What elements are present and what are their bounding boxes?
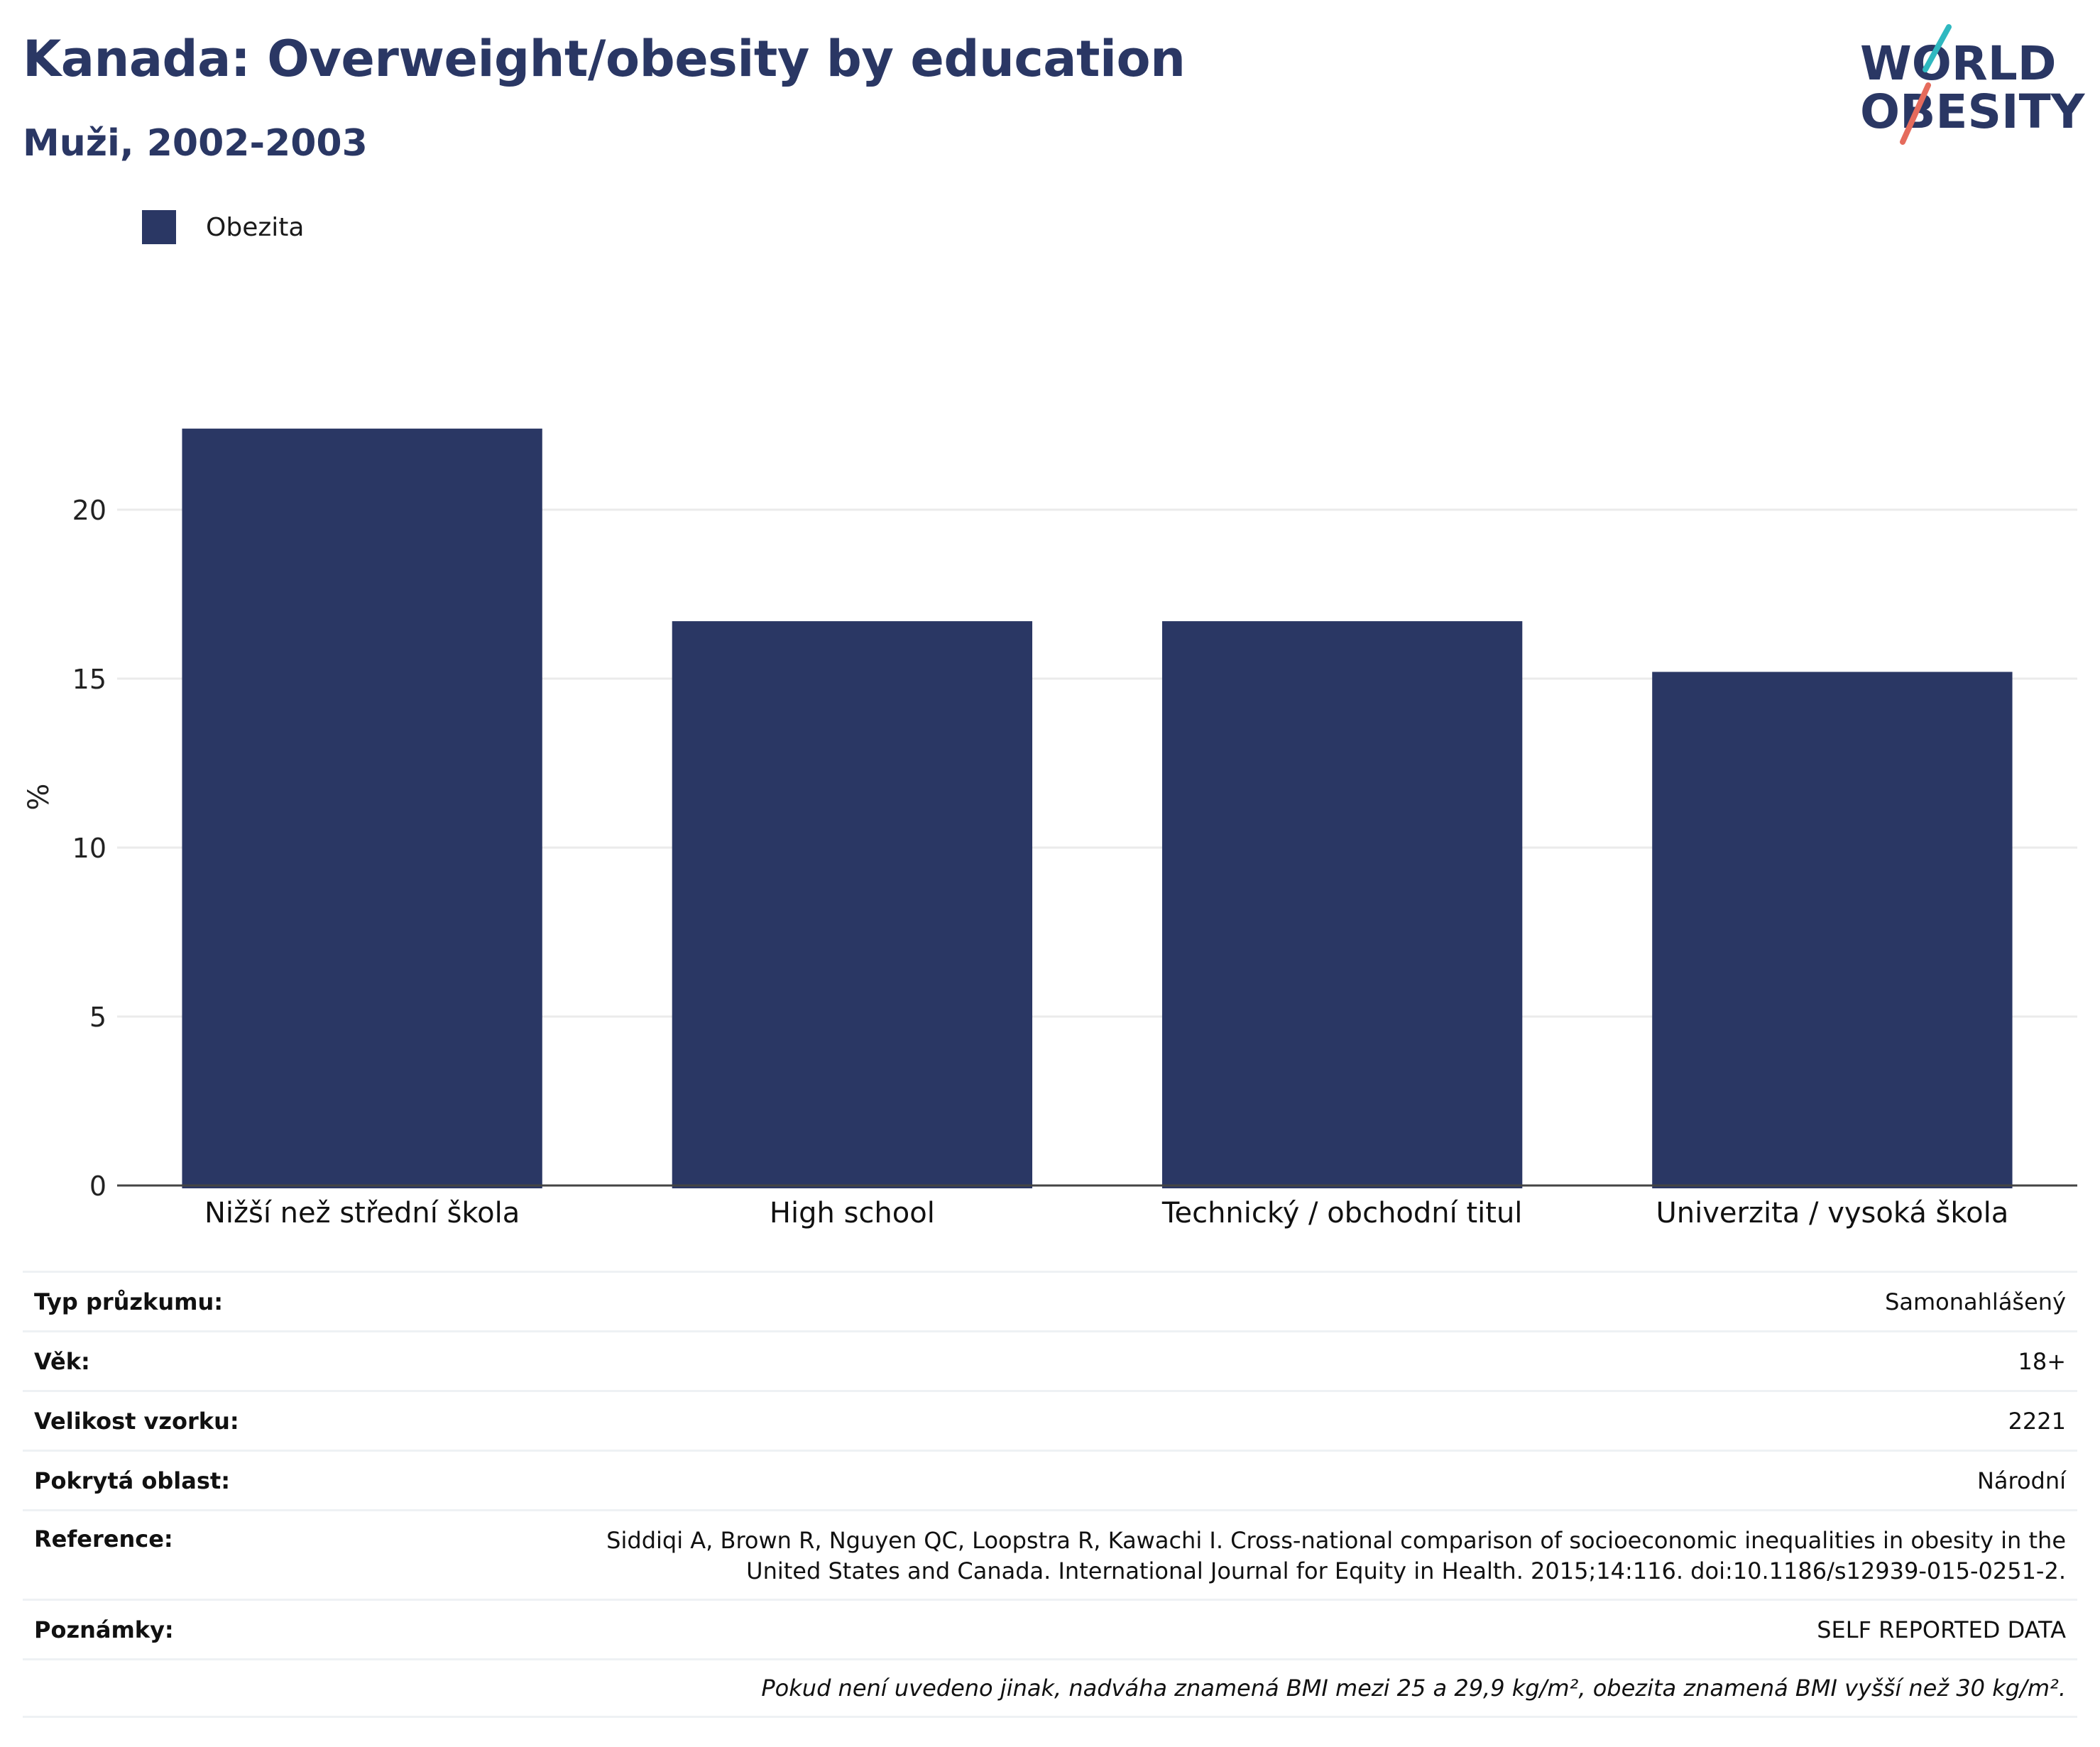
info-value: 2221 [2008, 1407, 2066, 1435]
bmi-footnote: Pokud není uvedeno jinak, nadváha znamen… [761, 1675, 2066, 1702]
world-obesity-logo: WORLD OBESITY [1860, 24, 2086, 145]
x-tick-label: Univerzita / vysoká škola [1656, 1197, 2009, 1230]
logo-slash-teal [1923, 24, 1952, 72]
logo-line-1: WORLD [1860, 36, 2057, 91]
info-value: Siddiqi A, Brown R, Nguyen QC, Loopstra … [606, 1527, 2066, 1584]
x-tick-label: High school [770, 1197, 935, 1230]
info-row-survey-type: Typ průzkumu: Samonahlášený [23, 1271, 2077, 1330]
info-label: Typ průzkumu: [34, 1288, 224, 1315]
chart-legend: Obezita [142, 210, 304, 244]
info-label: Věk: [34, 1347, 90, 1375]
page-subtitle: Muži, 2002-2003 [23, 122, 368, 165]
page-title: Kanada: Overweight/obesity by education [23, 30, 1186, 88]
y-tick-label: 0 [89, 1171, 106, 1202]
y-tick-label: 20 [72, 495, 106, 526]
info-row-sample-size: Velikost vzorku: 2221 [23, 1390, 2077, 1450]
info-value: SELF REPORTED DATA [1817, 1616, 2066, 1643]
info-row-age: Věk: 18+ [23, 1330, 2077, 1390]
bar [182, 428, 542, 1188]
bar [1161, 621, 1523, 1188]
info-value: Národní [1976, 1467, 2066, 1494]
info-row-area-covered: Pokrytá oblast: Národní [23, 1450, 2077, 1509]
x-tick-label: Nižší než střední škola [204, 1197, 520, 1230]
info-label: Pokrytá oblast: [34, 1467, 230, 1494]
bar [672, 621, 1033, 1188]
info-value: Samonahlášený [1885, 1288, 2066, 1315]
bar [1652, 672, 2013, 1188]
legend-swatch-obezita [142, 210, 176, 244]
bar-chart: 0 5 10 15 20% Nižší než střední škola High sch… [23, 428, 2077, 1230]
y-tick-label: 15 [72, 664, 106, 695]
legend-label-obezita: Obezita [206, 212, 305, 242]
info-value: 18+ [2018, 1347, 2066, 1375]
y-tick-label: 10 [72, 833, 106, 864]
logo-line-2: OBESITY [1860, 84, 2086, 139]
info-table: Typ průzkumu: Samonahlášený Věk: 18+ Vel… [23, 1271, 2077, 1718]
info-row-reference: Reference: Siddiqi A, Brown R, Nguyen QC… [23, 1509, 2077, 1599]
info-row-notes: Poznámky: SELF REPORTED DATA [23, 1599, 2077, 1658]
y-tick-label: 5 [89, 1002, 106, 1033]
info-label: Reference: [34, 1526, 173, 1552]
x-tick-label: Technický / obchodní titul [1161, 1197, 1523, 1230]
y-axis-title: % [23, 784, 55, 811]
info-label: Velikost vzorku: [34, 1407, 239, 1435]
info-footnote-row: Pokud není uvedeno jinak, nadváha znamen… [23, 1658, 2077, 1718]
info-label: Poznámky: [34, 1616, 174, 1643]
logo-slash-coral [1900, 82, 1931, 145]
